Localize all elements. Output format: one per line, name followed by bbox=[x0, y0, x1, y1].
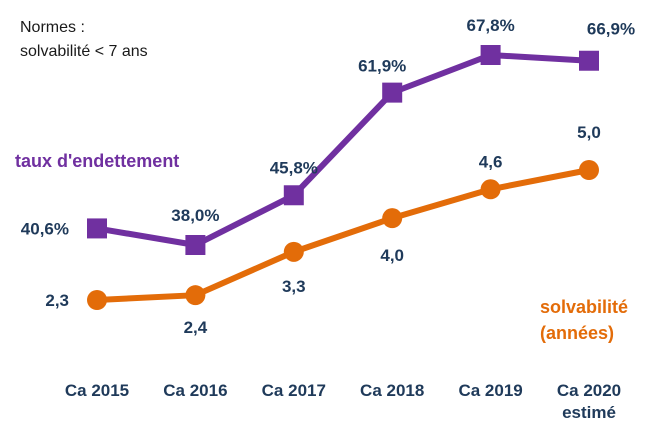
data-labels-group: 40,6% 38,0% 45,8% 61,9% 67,8% 66,9% 2,3 2,4 3,3 4… bbox=[21, 16, 635, 337]
series-group bbox=[87, 45, 599, 310]
data-label-solvabilite-2: 3,3 bbox=[282, 277, 306, 296]
legend-solvabilite-unit: (années) bbox=[540, 323, 614, 343]
data-label-solvabilite-4: 4,6 bbox=[479, 152, 503, 171]
x-tick-label-5: Ca 2020 bbox=[557, 381, 621, 400]
x-tick-label-3: Ca 2018 bbox=[360, 381, 424, 400]
x-tick-label-0: Ca 2015 bbox=[65, 381, 129, 400]
x-tick-label-2: Ca 2017 bbox=[262, 381, 326, 400]
data-label-endettement-2: 45,8% bbox=[270, 158, 318, 177]
point-solvabilite-0 bbox=[87, 290, 107, 310]
data-label-endettement-4: 67,8% bbox=[466, 16, 514, 35]
data-label-solvabilite-0: 2,3 bbox=[45, 291, 69, 310]
data-label-solvabilite-3: 4,0 bbox=[380, 246, 404, 265]
point-solvabilite-1 bbox=[185, 285, 206, 306]
point-endettement-5 bbox=[579, 50, 599, 71]
data-label-endettement-5: 66,9% bbox=[587, 20, 635, 39]
x-tick-label-5-line-1: estimé bbox=[562, 403, 616, 422]
legend-taux-endettement: taux d'endettement bbox=[15, 151, 179, 171]
legend-group: taux d'endettement solvabilité (années) bbox=[15, 151, 628, 343]
x-tick-label-1: Ca 2016 bbox=[163, 381, 227, 400]
point-endettement-3 bbox=[382, 82, 403, 103]
data-label-endettement-0: 40,6% bbox=[21, 219, 69, 238]
data-label-endettement-3: 61,9% bbox=[358, 57, 406, 76]
x-axis-ticks: Ca 2015 Ca 2016 Ca 2017 Ca 2018 Ca 2019 Ca 20… bbox=[65, 381, 621, 422]
point-endettement-1 bbox=[185, 235, 206, 255]
data-label-solvabilite-5: 5,0 bbox=[577, 123, 601, 142]
series-line-solvabilite bbox=[94, 167, 592, 303]
point-solvabilite-2 bbox=[283, 241, 304, 262]
point-solvabilite-3 bbox=[382, 208, 403, 229]
legend-solvabilite: solvabilité bbox=[540, 297, 628, 317]
data-label-endettement-1: 38,0% bbox=[171, 206, 219, 225]
norms-note-line-2: solvabilité < 7 ans bbox=[20, 43, 148, 60]
point-endettement-4 bbox=[480, 45, 501, 65]
point-endettement-0 bbox=[87, 218, 107, 239]
data-label-solvabilite-1: 2,4 bbox=[184, 318, 208, 337]
series-line-endettement bbox=[94, 52, 592, 248]
norms-note-line-1: Normes : bbox=[20, 19, 85, 36]
point-solvabilite-5 bbox=[579, 160, 599, 180]
x-tick-label-4: Ca 2019 bbox=[458, 381, 522, 400]
point-endettement-2 bbox=[283, 185, 304, 206]
point-solvabilite-4 bbox=[480, 179, 501, 200]
